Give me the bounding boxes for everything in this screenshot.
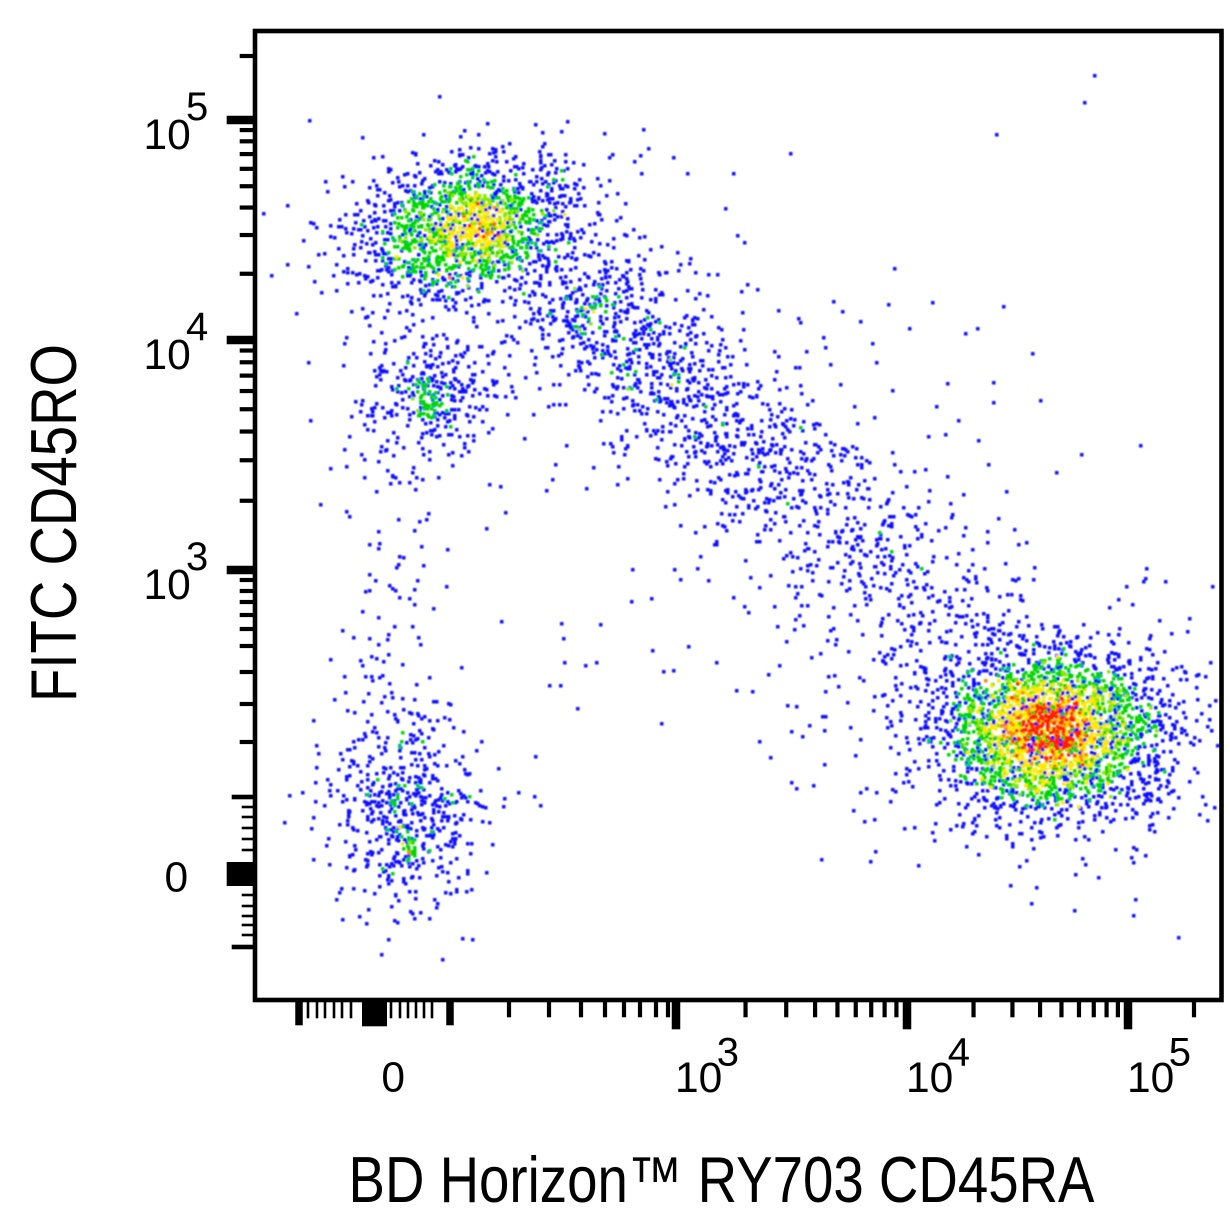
svg-text:10: 10 bbox=[675, 1055, 722, 1102]
svg-text:10: 10 bbox=[906, 1055, 953, 1102]
svg-text:10: 10 bbox=[144, 112, 191, 159]
svg-text:3: 3 bbox=[186, 535, 208, 579]
svg-text:4: 4 bbox=[948, 1031, 970, 1075]
svg-text:0: 0 bbox=[164, 855, 188, 902]
svg-text:3: 3 bbox=[717, 1031, 739, 1075]
svg-text:0: 0 bbox=[381, 1055, 405, 1102]
svg-text:10: 10 bbox=[144, 562, 191, 609]
svg-text:FITC CD45RO: FITC CD45RO bbox=[17, 344, 90, 702]
svg-text:4: 4 bbox=[186, 305, 208, 349]
svg-text:10: 10 bbox=[1127, 1055, 1174, 1102]
svg-text:BD Horizon™ RY703 CD45RA: BD Horizon™ RY703 CD45RA bbox=[349, 1143, 1096, 1216]
svg-text:10: 10 bbox=[144, 332, 191, 379]
svg-text:5: 5 bbox=[186, 85, 208, 129]
svg-text:5: 5 bbox=[1169, 1031, 1191, 1075]
